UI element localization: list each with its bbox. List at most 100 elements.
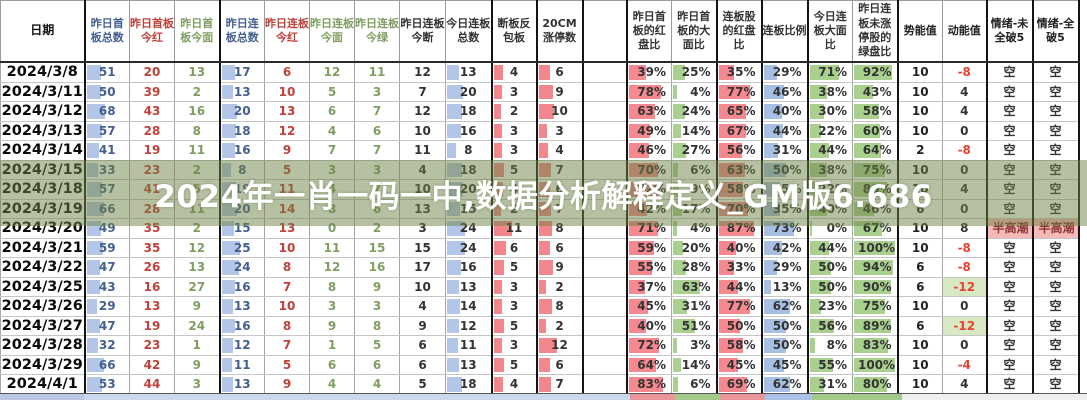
data-bar	[628, 104, 656, 119]
cell-lb-red-pct: 45%	[715, 355, 762, 375]
cell-zr-lb-duan: 6	[399, 335, 446, 356]
cell-value: 12	[233, 338, 251, 353]
cell-value: 31%	[818, 377, 847, 392]
cell-value: 50%	[772, 338, 802, 353]
data-bar	[854, 260, 893, 275]
cell-spacer	[581, 316, 627, 336]
cell-value: 空	[1003, 299, 1016, 314]
data-bar	[447, 377, 462, 392]
cell-sb-damian-pct: 14%	[671, 121, 717, 141]
cell-zr-lb-duan: 6	[399, 355, 446, 375]
cell-dongneng: 0	[942, 121, 987, 141]
cell-value: -12	[953, 279, 976, 294]
cell-zr-lb-duan: 9	[399, 316, 446, 336]
cell-value: 空	[1003, 260, 1016, 275]
col-header-shineng: 势能值	[896, 0, 943, 63]
cell-jr-lb-damian-pct: 44%	[806, 238, 853, 258]
data-bar	[673, 104, 685, 119]
cell-zr-lb-red: 10	[264, 296, 310, 317]
cell-cm20: 2	[535, 316, 583, 336]
cell-cm20: 6	[535, 355, 583, 375]
cell-value: 4	[509, 377, 519, 392]
cell-value: 16	[368, 260, 386, 275]
cell-zr-sb-mian: 9	[174, 355, 220, 375]
cell-value: 90%	[862, 279, 892, 294]
data-bar	[763, 338, 786, 353]
cell-value: 8	[282, 318, 292, 333]
data-bar	[763, 104, 782, 119]
cell-lb-green-pct: 89%	[852, 316, 898, 336]
cell-cm20: 6	[535, 238, 583, 258]
cell-value: 37%	[637, 279, 666, 294]
cell-value: 3	[509, 279, 519, 294]
cell-sb-red-pct: 78%	[625, 82, 672, 102]
cell-lb-ratio: 50%	[760, 316, 808, 336]
cell-value: 8	[282, 260, 292, 275]
cell-spacer	[581, 335, 627, 356]
cell-zr-sb-red: 19	[129, 140, 175, 161]
data-bar	[718, 377, 748, 392]
cell-duan-fanbao: 4	[490, 62, 537, 83]
data-bar	[673, 260, 687, 275]
cell-value: 71%	[818, 65, 847, 80]
cell-jr-lb-damian-pct: 31%	[806, 374, 853, 395]
cell-zr-lb-duan: 7	[399, 82, 446, 102]
data-bar	[628, 357, 656, 372]
table-row: 2024/3/8 51 20 13 17 6 12 11 12 13 4 6 39% 25% 35% 29% 7…	[0, 62, 1080, 83]
cell-value: 18	[459, 104, 477, 119]
data-bar	[718, 143, 743, 158]
cell-qingxu-quan: 空	[1031, 277, 1080, 297]
cell-zr-lb-duan: 4	[399, 296, 446, 317]
data-bar	[447, 338, 458, 353]
cell-value: 6	[555, 357, 564, 372]
cell-lb-red-pct: 65%	[715, 101, 762, 122]
cell-value: 空	[1003, 143, 1016, 158]
data-bar	[628, 143, 649, 158]
cell-value: 20	[143, 65, 161, 80]
cell-zr-lb-total: 13	[218, 296, 265, 317]
cell-value: 6	[916, 260, 925, 275]
cell-lb-green-pct: 58%	[852, 101, 898, 122]
cell-value: 13%	[772, 279, 802, 294]
table-row: 2024/4/1 53 44 3 13 9 4 4 5 18 4 7 83% 6% 69% 62% 31% 80%…	[0, 374, 1080, 395]
cell-jr-lb-damian-pct: 23%	[806, 296, 853, 317]
cell-dongneng: -8	[942, 140, 987, 161]
cell-zr-lb-red: 6	[264, 62, 310, 83]
row-date: 2024/3/12	[0, 101, 85, 122]
cell-jr-lb-damian-pct: 22%	[806, 121, 853, 141]
cell-qingxu-quan: 空	[1031, 62, 1080, 83]
cell-value: 6	[327, 357, 337, 372]
cell-value: 41	[98, 143, 116, 158]
data-bar	[673, 338, 677, 353]
data-bar	[628, 279, 646, 294]
cell-qingxu-wei: 空	[985, 277, 1033, 297]
data-bar	[221, 357, 233, 372]
data-bar	[86, 299, 98, 314]
cell-jr-lb-damian-pct: 71%	[806, 62, 853, 83]
data-bar	[447, 357, 460, 372]
cell-value: 6	[555, 240, 564, 255]
cell-value: 10	[278, 299, 296, 314]
cell-value: 8	[192, 123, 201, 138]
cell-spacer	[581, 121, 627, 141]
data-bar	[763, 377, 791, 392]
data-bar	[493, 65, 504, 80]
cell-value: 10	[551, 104, 568, 119]
data-bar	[86, 65, 102, 80]
cell-zr-lb-total: 11	[218, 355, 265, 375]
cell-value: 8%	[826, 338, 847, 353]
cell-lb-ratio: 29%	[760, 257, 808, 278]
cell-value: 空	[1049, 143, 1062, 158]
cell-zr-lb-duan: 15	[399, 238, 446, 258]
cell-value: 4	[327, 123, 337, 138]
cell-value: 53	[98, 377, 116, 392]
data-bar	[538, 377, 552, 392]
cell-lb-ratio: 50%	[760, 335, 808, 356]
cell-value: 62%	[772, 377, 802, 392]
cell-value: 3	[372, 84, 382, 99]
cell-value: 5	[509, 357, 519, 372]
cell-value: 3	[509, 123, 519, 138]
cell-value: 39	[143, 84, 161, 99]
cell-value: 2	[372, 221, 382, 236]
cell-value: 28%	[681, 260, 711, 275]
